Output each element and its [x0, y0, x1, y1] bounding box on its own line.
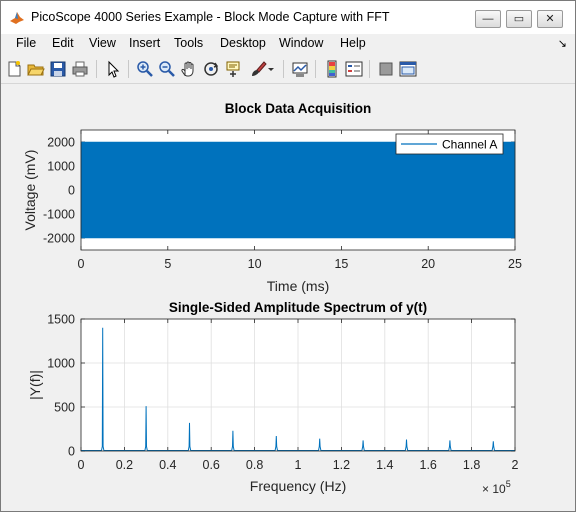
menu-file[interactable]: File — [16, 36, 37, 50]
x-tick-label: 5 — [164, 257, 171, 271]
time-domain-axes[interactable]: Block Data Acquisition Time (ms) Voltage… — [22, 101, 522, 294]
figure-canvas: Block Data Acquisition Time (ms) Voltage… — [9, 86, 569, 504]
toolbar-separator — [128, 60, 129, 78]
close-icon: ✕ — [545, 13, 555, 25]
new-figure-icon[interactable] — [5, 60, 23, 78]
menu-help[interactable]: Help — [340, 36, 366, 50]
x-tick-label: 10 — [248, 257, 262, 271]
x-tick-label: 2 — [512, 458, 519, 472]
hide-plot-tools-icon[interactable] — [377, 60, 395, 78]
toolbar-separator — [315, 60, 316, 78]
print-icon[interactable] — [71, 60, 89, 78]
y-tick-label: 0 — [68, 445, 75, 459]
spectrum-axes[interactable]: Single-Sided Amplitude Spectrum of y(t) … — [27, 300, 519, 496]
rotate-3d-icon[interactable] — [202, 60, 220, 78]
axes-box — [80, 129, 516, 251]
minimize-button[interactable]: — — [475, 10, 501, 28]
y-tick-label: 0 — [68, 184, 75, 198]
x-tick-label: 1.2 — [333, 458, 350, 472]
ax2-x-tick-labels: 0 0.2 0.4 0.6 0.8 1 1.2 1.4 1.6 1.8 2 — [78, 458, 519, 472]
window-title: PicoScope 4000 Series Example - Block Mo… — [31, 10, 390, 24]
show-plot-tools-icon[interactable] — [399, 60, 417, 78]
ax2-x-exponent: × 105 — [482, 479, 511, 496]
x-tick-label: 0.4 — [159, 458, 176, 472]
x-tick-label: 25 — [508, 257, 522, 271]
dock-figure-icon[interactable]: ↘ — [557, 38, 567, 50]
menu-view[interactable]: View — [89, 36, 116, 50]
close-button[interactable]: ✕ — [537, 10, 563, 28]
y-tick-label: 2000 — [47, 136, 75, 150]
save-icon[interactable] — [49, 60, 67, 78]
pan-icon[interactable] — [180, 60, 198, 78]
legend-icon[interactable] — [345, 60, 363, 78]
x-tick-label: 0 — [78, 458, 85, 472]
y-tick-label: 500 — [54, 401, 75, 415]
menu-desktop[interactable]: Desktop — [220, 36, 266, 50]
x-tick-label: 15 — [334, 257, 348, 271]
y-tick-label: 1000 — [47, 357, 75, 371]
figure-toolbar — [1, 55, 575, 84]
title-bar[interactable]: PicoScope 4000 Series Example - Block Mo… — [1, 1, 575, 34]
y-tick-label: -1000 — [43, 208, 75, 222]
axes-box — [80, 318, 516, 452]
x-tick-label: 1 — [295, 458, 302, 472]
zoom-in-icon[interactable] — [136, 60, 154, 78]
legend-box — [395, 133, 504, 155]
maximize-icon: ▭ — [513, 13, 525, 25]
pointer-icon[interactable] — [104, 60, 122, 78]
ax2-xlabel: Frequency (Hz) — [250, 478, 346, 494]
ax1-x-tick-labels: 0 5 10 15 20 25 — [78, 257, 522, 271]
toolbar-separator — [283, 60, 284, 78]
ax1-ylabel: Voltage (mV) — [22, 150, 38, 231]
x-tick-label: 0.6 — [203, 458, 220, 472]
minimize-icon: — — [482, 13, 494, 25]
legend[interactable]: Channel A — [395, 133, 504, 155]
y-tick-label: -2000 — [43, 232, 75, 246]
menu-bar: File Edit View Insert Tools Desktop Wind… — [1, 34, 575, 54]
ax2-ylabel: |Y(f)| — [27, 370, 43, 400]
x-tick-label: 20 — [421, 257, 435, 271]
menu-insert[interactable]: Insert — [129, 36, 161, 50]
link-plot-icon[interactable] — [291, 60, 309, 78]
exponent-power: 5 — [506, 479, 511, 489]
brush-icon[interactable] — [249, 60, 267, 78]
toolbar-separator — [96, 60, 97, 78]
x-tick-label: 0.2 — [116, 458, 133, 472]
exponent-base: × 10 — [482, 482, 506, 496]
maximize-button[interactable]: ▭ — [506, 10, 532, 28]
plots-svg: Block Data Acquisition Time (ms) Voltage… — [22, 101, 522, 496]
channel-a-waveform[interactable] — [80, 141, 516, 239]
y-tick-label: 1500 — [47, 313, 75, 327]
menu-window[interactable]: Window — [279, 36, 324, 50]
ax2-y-tick-labels: 0 500 1000 1500 — [47, 313, 75, 459]
x-tick-label: 1.6 — [420, 458, 437, 472]
menu-tools[interactable]: Tools — [174, 36, 204, 50]
brush-dropdown-icon[interactable] — [267, 60, 275, 78]
x-tick-label: 0.8 — [246, 458, 263, 472]
matlab-app-icon — [10, 12, 24, 24]
zoom-out-icon[interactable] — [158, 60, 176, 78]
ax1-y-tick-labels: -2000 -1000 0 1000 2000 — [43, 136, 75, 246]
spectrum-line[interactable] — [81, 327, 515, 451]
menu-edit[interactable]: Edit — [52, 36, 74, 50]
x-tick-label: 0 — [78, 257, 85, 271]
ax1-title: Block Data Acquisition — [225, 101, 372, 116]
open-file-icon[interactable] — [27, 60, 45, 78]
colorbar-icon[interactable] — [323, 60, 341, 78]
legend-entry-channel-a: Channel A — [442, 138, 497, 152]
x-tick-label: 1.4 — [376, 458, 393, 472]
toolbar-separator — [369, 60, 370, 78]
x-tick-label: 1.8 — [463, 458, 480, 472]
data-cursor-icon[interactable] — [224, 60, 242, 78]
ax1-xlabel: Time (ms) — [267, 278, 329, 294]
y-tick-label: 1000 — [47, 160, 75, 174]
ax2-title: Single-Sided Amplitude Spectrum of y(t) — [169, 300, 427, 315]
